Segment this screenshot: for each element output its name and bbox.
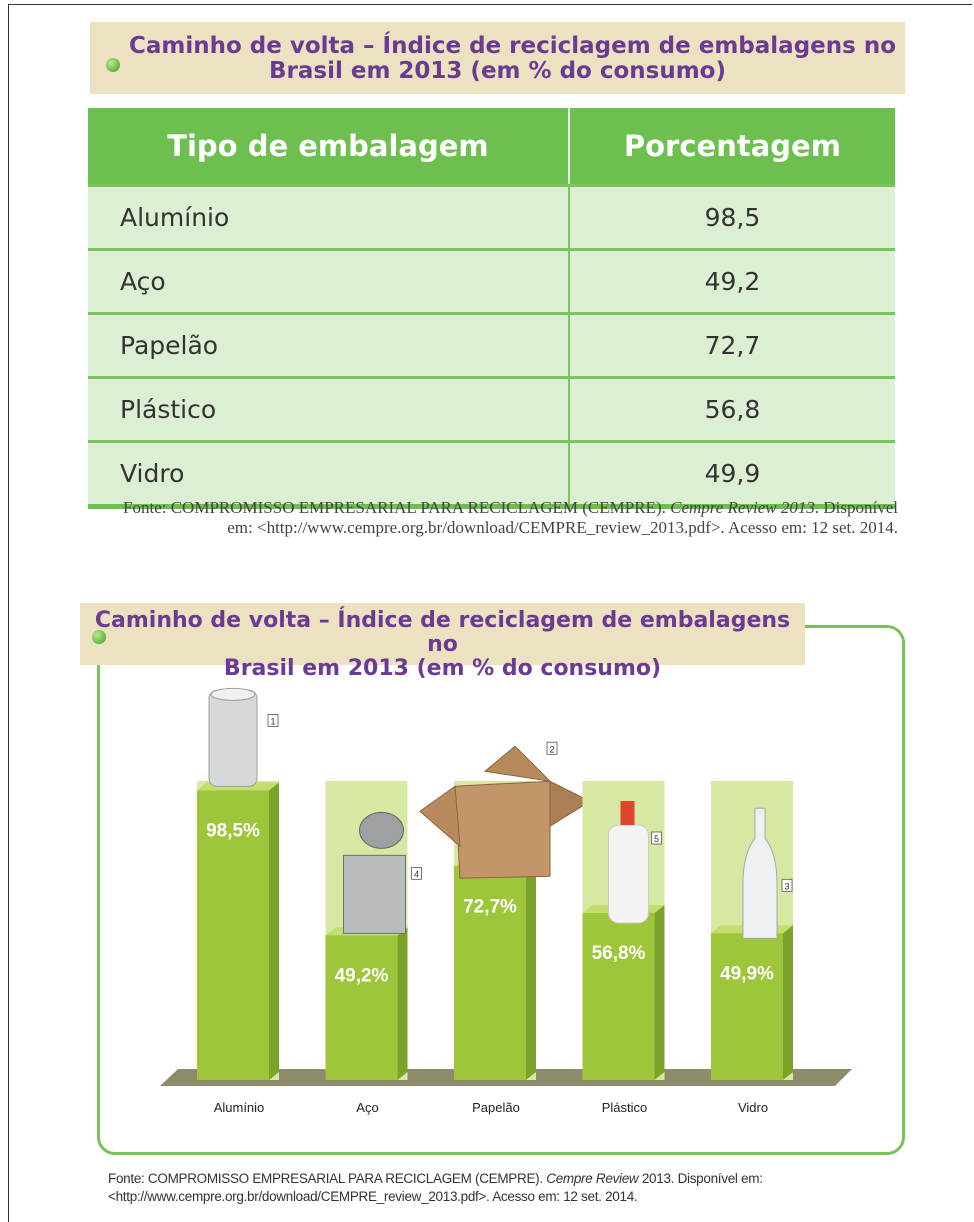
chart-title-line: Brasil em 2013 (em % do consumo) xyxy=(223,656,662,681)
source-text: Fonte: COMPROMISSO EMPRESARIAL PARA RECI… xyxy=(108,1171,547,1186)
table-body: Alumínio 98,5 Aço 49,2 Papelão 72,7 Plástico 56… xyxy=(88,184,895,509)
header-cell: Porcentagem xyxy=(568,108,895,186)
recycling-table: Tipo de embalagem Porcentagem Alumínio 98… xyxy=(88,108,895,509)
table-title-line: Brasil em 2013 (em % do consumo) xyxy=(268,58,726,84)
source-title: Cempre Review 2013 xyxy=(670,498,815,517)
table-row: Alumínio 98,5 xyxy=(88,184,895,250)
table-source: Fonte: COMPROMISSO EMPRESARIAL PARA RECI… xyxy=(110,498,898,538)
chart-source: Fonte: COMPROMISSO EMPRESARIAL PARA RECI… xyxy=(108,1170,848,1206)
bullet xyxy=(106,58,120,72)
table-title-banner: Caminho de volta – Índice de reciclagem … xyxy=(90,22,905,94)
type-cell: Plástico xyxy=(88,376,570,442)
percent-cell: 72,7 xyxy=(568,312,895,378)
source-text: Fonte: COMPROMISSO EMPRESARIAL PARA RECI… xyxy=(123,498,671,517)
percent-cell: 56,8 xyxy=(568,376,895,442)
table-header-row: Tipo de embalagem Porcentagem xyxy=(88,108,895,186)
source-text: . Disponível em: <http://www.cempre.org.… xyxy=(227,498,898,537)
table-title-line: Caminho de volta – Índice de reciclagem … xyxy=(128,33,897,59)
bullet xyxy=(92,630,106,644)
source-text: 2013. Disponível em: <http://www.cempre.… xyxy=(108,1171,763,1204)
page xyxy=(8,4,972,1222)
table-row: Papelão 72,7 xyxy=(88,312,895,378)
chart-frame xyxy=(97,625,905,1155)
table-row: Plástico 56,8 xyxy=(88,376,895,442)
table-row: Vidro 49,9 xyxy=(88,440,895,509)
header-cell: Tipo de embalagem xyxy=(88,108,570,186)
type-cell: Aço xyxy=(88,248,570,314)
type-cell: Vidro xyxy=(88,440,570,509)
type-cell: Alumínio xyxy=(88,184,570,250)
source-title: Cempre Review xyxy=(546,1171,639,1186)
table-row: Aço 49,2 xyxy=(88,248,895,314)
chart-title-line: Caminho de volta – Índice de reciclagem … xyxy=(94,608,791,657)
percent-cell: 98,5 xyxy=(568,184,895,250)
type-cell: Papelão xyxy=(88,312,570,378)
percent-cell: 49,9 xyxy=(568,440,895,509)
chart-title-banner: Caminho de volta – Índice de reciclagem … xyxy=(80,603,805,681)
percent-cell: 49,2 xyxy=(568,248,895,314)
